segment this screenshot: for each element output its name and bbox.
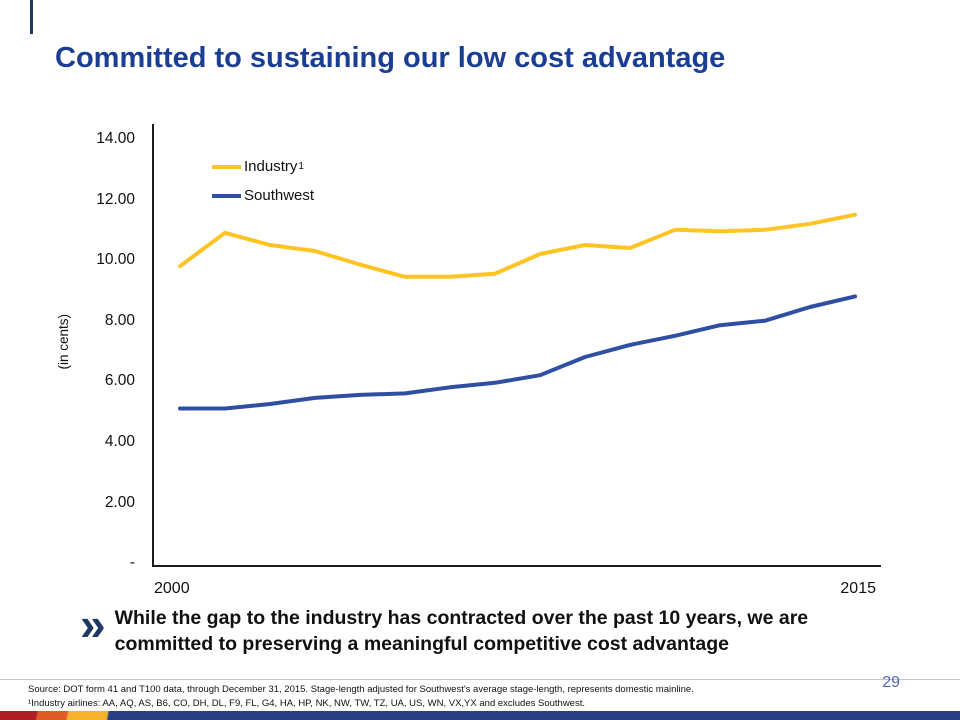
y-tick-label: 10.00 (96, 251, 135, 268)
corner-accent-mark (30, 0, 33, 34)
y-tick-label: 4.00 (104, 433, 135, 450)
y-tick-label: 12.00 (96, 191, 135, 208)
y-tick-label: 2.00 (104, 494, 135, 511)
y-tick-label: 6.00 (104, 372, 135, 389)
line-chart: Industry 1 Southwest 2000 2015 (152, 118, 882, 597)
y-tick-label: 14.00 (96, 130, 135, 147)
x-tick-label-start: 2000 (154, 580, 190, 597)
legend-label-industry: Industry (244, 158, 298, 175)
brand-stripe (0, 711, 960, 720)
legend-swatch-southwest (212, 193, 241, 198)
page-title: Committed to sustaining our low cost adv… (55, 42, 726, 74)
chart-legend: Industry 1 Southwest (212, 152, 314, 210)
legend-item-industry: Industry 1 (212, 152, 314, 181)
legend-item-southwest: Southwest (212, 181, 314, 210)
y-tick-label: 8.00 (104, 312, 135, 329)
legend-label-southwest: Southwest (244, 187, 315, 204)
key-message-text: While the gap to the industry has contra… (114, 607, 809, 655)
x-tick-label-end: 2015 (840, 580, 876, 597)
industry-line (178, 212, 857, 279)
legend-superscript: 1 (298, 161, 304, 172)
y-tick-label: - (129, 554, 135, 571)
page-number: 29 (882, 674, 900, 691)
footnote: ¹Industry airlines: AA, AQ, AS, B6, CO, … (28, 698, 585, 709)
source-note: Source: DOT form 41 and T100 data, throu… (28, 684, 694, 695)
chart-svg (152, 124, 881, 567)
y-axis-ticks: 14.00 12.00 10.00 8.00 6.00 4.00 2.00 - (40, 0, 135, 600)
legend-swatch-industry (212, 164, 241, 169)
footer-divider (0, 679, 960, 680)
southwest-line (178, 294, 857, 411)
bullet-chevron-icon: » (80, 598, 106, 650)
key-message: » While the gap to the industry has cont… (80, 598, 900, 657)
